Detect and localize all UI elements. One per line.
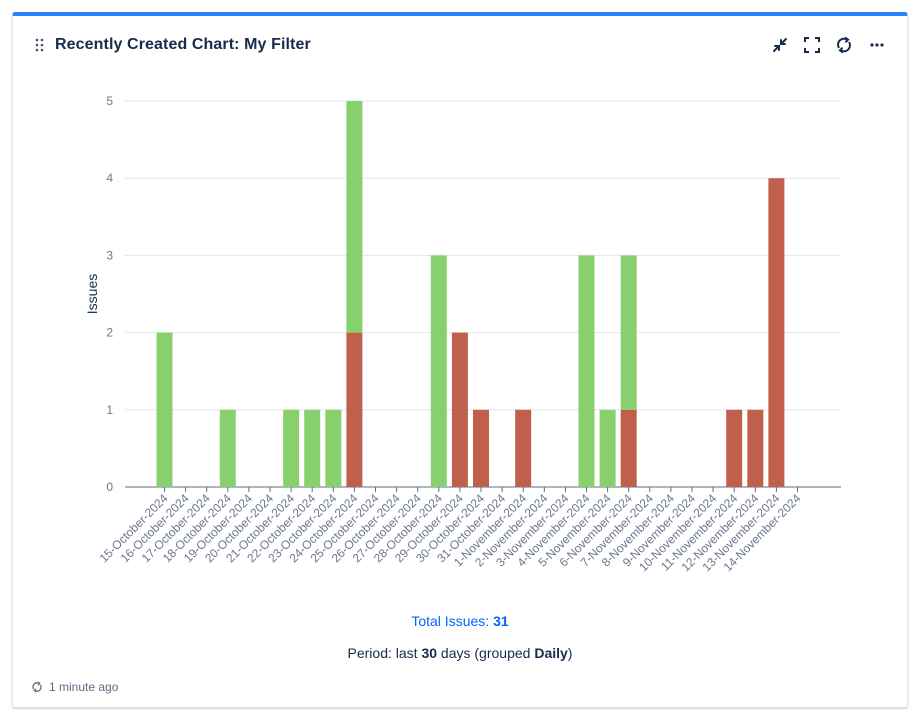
y-tick-label: 1: [106, 403, 113, 417]
period-suffix: ): [567, 645, 573, 661]
y-tick-label: 0: [106, 480, 113, 494]
bar-resolved: [620, 409, 637, 487]
last-updated-text: 1 minute ago: [49, 680, 119, 694]
period-days: 30: [421, 645, 438, 661]
bar-created: [430, 255, 447, 487]
period-summary: Period: last 30 days (grouped Daily): [13, 645, 907, 661]
bar-created: [283, 409, 300, 487]
y-tick-label: 2: [106, 326, 113, 340]
refresh-button[interactable]: [833, 34, 855, 56]
gadget-title: Recently Created Chart: My Filter: [55, 36, 311, 53]
more-icon: [870, 43, 884, 47]
bar-resolved: [768, 178, 785, 487]
bar-created: [219, 409, 236, 487]
bar-created: [304, 409, 321, 487]
bar-created: [156, 332, 173, 487]
period-prefix: Period: last: [347, 645, 418, 661]
bar-created: [346, 101, 363, 333]
minimize-button[interactable]: [769, 34, 791, 56]
bar-resolved: [515, 409, 532, 487]
minimize-icon: [773, 38, 787, 52]
y-tick-label: 4: [106, 171, 113, 185]
y-tick-label: 3: [106, 248, 113, 262]
refresh-icon: [837, 36, 851, 54]
fullscreen-icon: [804, 37, 820, 53]
y-axis-title: Issues: [84, 274, 100, 314]
more-actions-button[interactable]: [866, 34, 888, 56]
fullscreen-button[interactable]: [801, 34, 823, 56]
bar-resolved: [473, 409, 489, 487]
drag-handle-icon[interactable]: [35, 38, 45, 52]
recently-created-chart: 012345Issues15-October-202416-October-20…: [84, 94, 841, 574]
y-tick-label: 5: [106, 94, 113, 108]
bar-created: [620, 255, 637, 410]
bar-resolved: [726, 409, 743, 487]
period-middle: days (grouped: [440, 645, 531, 661]
refresh-small-icon: [32, 681, 42, 693]
bar-created: [599, 409, 616, 487]
bar-created: [325, 409, 342, 487]
period-grouping: Daily: [534, 645, 568, 661]
total-issues: Total Issues: 31: [13, 613, 907, 629]
total-issues-value: 31: [493, 613, 509, 629]
bar-resolved: [346, 332, 363, 487]
bar-created: [578, 255, 595, 487]
bar-resolved: [747, 409, 764, 487]
total-issues-label: Total Issues:: [411, 613, 490, 629]
last-updated: 1 minute ago: [31, 680, 118, 694]
bar-resolved: [451, 332, 468, 487]
chart-gadget-card: Recently Created Chart: My Filter: [12, 12, 908, 708]
gadget-header: Recently Created Chart: My Filter: [13, 16, 907, 74]
